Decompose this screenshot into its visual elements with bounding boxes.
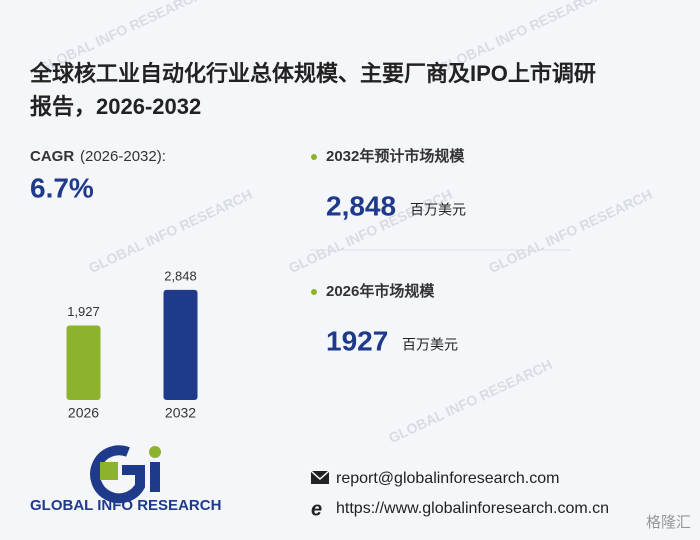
stat-unit: 百万美元: [402, 337, 458, 353]
logo-i: [150, 462, 160, 492]
watermark: GLOBAL INFO RESEARCH: [386, 356, 555, 446]
bullet: [311, 154, 317, 160]
bar: [66, 325, 101, 400]
title: 报告，2026-2032: [30, 94, 201, 119]
value-label: 2,848: [164, 268, 197, 283]
logo: GLOBAL INFO RESEARCH: [30, 445, 221, 514]
watermark: GLOBAL INFO RESEARCH: [486, 186, 655, 276]
stat-value: 1927: [326, 325, 388, 356]
logo-g: [90, 445, 145, 504]
stat-unit: 百万美元: [410, 202, 466, 218]
stat-label: 2026年市场规模: [326, 282, 435, 300]
value-label: 1,927: [67, 304, 100, 319]
email: report@globalinforesearch.com: [336, 470, 559, 487]
x-tick-label: 2026: [68, 405, 99, 421]
web-icon: e: [311, 498, 322, 520]
website: https://www.globalinforesearch.com.cn: [336, 500, 609, 517]
logo-dot: [149, 446, 161, 458]
cagr-value: 6.7%: [30, 172, 94, 203]
cagr-period: (2026-2032):: [80, 148, 166, 165]
title: 全球核工业自动化行业总体规模、主要厂商及IPO上市调研: [29, 61, 596, 86]
email-icon: [310, 470, 330, 481]
x-tick-label: 2032: [165, 405, 196, 421]
bullet: [311, 289, 317, 295]
logo-text: GLOBAL INFO RESEARCH: [30, 497, 221, 514]
bar: [163, 289, 198, 400]
stat-label: 2032年预计市场规模: [326, 147, 465, 165]
logo-square: [100, 462, 118, 480]
source-mark: 格隆汇: [646, 514, 691, 531]
stat-value: 2,848: [326, 190, 396, 221]
cagr-label: CAGR: [30, 148, 74, 165]
watermark: GLOBAL INFO RESEARCH: [86, 186, 255, 276]
